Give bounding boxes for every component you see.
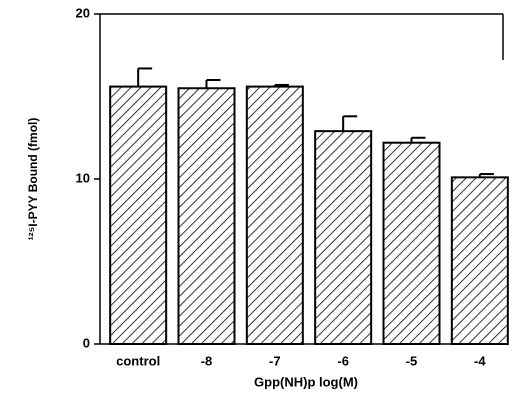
y-tick-label: 0: [83, 335, 90, 350]
x-tick-label: -4: [474, 353, 486, 368]
bar: [245, 85, 304, 345]
bar: [177, 87, 236, 345]
y-tick-label: 20: [76, 5, 90, 20]
bar: [382, 141, 441, 345]
x-tick-label: -5: [406, 353, 418, 368]
x-axis-label: Gpp(NH)p log(M): [254, 374, 358, 389]
y-tick-label: 10: [76, 170, 90, 185]
x-tick-label: -8: [201, 353, 213, 368]
x-tick-label: -6: [337, 353, 349, 368]
x-tick-label: -7: [269, 353, 281, 368]
bar: [314, 130, 373, 345]
y-axis-label: ¹²⁵I-PYY Bound (fmol): [26, 118, 40, 241]
bar: [109, 85, 168, 345]
x-tick-label: control: [116, 353, 160, 368]
bar: [450, 176, 509, 345]
